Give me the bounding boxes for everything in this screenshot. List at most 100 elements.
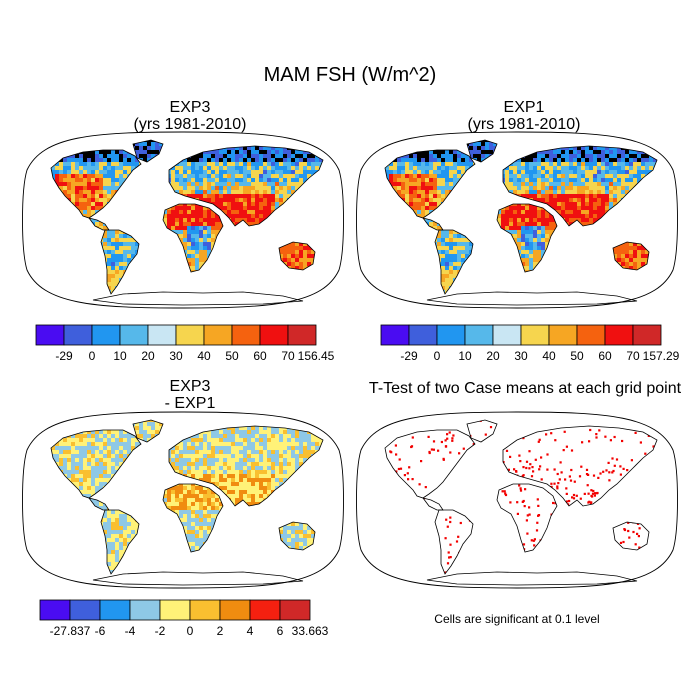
map-diff (22, 411, 344, 589)
colorbar-tick-label: 70 (626, 349, 640, 363)
colorbar-tick-label: 157.29 (643, 349, 680, 363)
panel-title-diff-line2: - EXP1 (164, 395, 216, 412)
colorbar-swatch (520, 324, 550, 346)
colorbar-tick-label: -27.837 (50, 624, 91, 638)
panel-title-exp1: EXP1 (yrs 1981-2010) (374, 99, 674, 133)
colorbar-tick-label: 30 (169, 349, 183, 363)
panel-title-ttest: T-Test of two Case means at each grid po… (355, 380, 695, 397)
colorbar-tick-label: 40 (542, 349, 556, 363)
coastline-eurasia (502, 425, 658, 507)
coastline-antarctica (426, 291, 638, 306)
coastline-southamerica (100, 229, 140, 295)
colorbar-swatch (492, 324, 522, 346)
colorbar-exp1: -29 0 10 20 30 40 50 60 70 157.29 (380, 324, 680, 363)
colorbar-tick-label: 60 (253, 349, 267, 363)
colorbar-tick-label: 6 (277, 624, 284, 638)
colorbar-swatch (576, 324, 606, 346)
coastline-southamerica (100, 509, 140, 575)
colorbar-tick-label: -29 (55, 349, 73, 363)
coastline-australia (278, 521, 316, 551)
colorbar-swatch (408, 324, 438, 346)
coastline-centralamerica (422, 497, 444, 511)
coastline-antarctica (92, 571, 304, 586)
colorbar-swatch (279, 599, 311, 621)
colorbar-swatch (249, 599, 281, 621)
colorbar-tick-label: 30 (514, 349, 528, 363)
land-shading (51, 140, 323, 294)
map-border (356, 411, 678, 589)
colorbar-tick-label: 40 (197, 349, 211, 363)
coastline-eurasia (168, 425, 324, 507)
colorbar-tick-label: -2 (155, 624, 166, 638)
colorbar-swatch (380, 324, 410, 346)
coastline-southamerica (434, 229, 474, 295)
coastline-africa (496, 483, 558, 553)
colorbar-tick-label: 60 (598, 349, 612, 363)
colorbar-swatch (436, 324, 466, 346)
colorbar-tick-label: 156.45 (298, 349, 335, 363)
panel-title-exp3-line1: EXP3 (169, 99, 211, 116)
panel-title-diff: EXP3 - EXP1 (40, 378, 340, 412)
coastline-greenland (132, 419, 164, 443)
colorbar-swatch (548, 324, 578, 346)
colorbar-swatch (203, 324, 233, 346)
colorbar-tick-label: -6 (95, 624, 106, 638)
colorbar-swatch (63, 324, 93, 346)
colorbar-tick-label: -4 (125, 624, 136, 638)
coastline-northamerica (50, 149, 142, 219)
colorbar-swatch (175, 324, 205, 346)
colorbar-swatch (69, 599, 101, 621)
colorbar-exp3: -29 0 10 20 30 40 50 60 70 156.45 (35, 324, 335, 363)
coastline-northamerica (50, 429, 142, 499)
map-border (22, 131, 344, 309)
coastline-eurasia (502, 145, 658, 227)
colorbar-tick-label: 50 (570, 349, 584, 363)
colorbar-tick-label: 33.663 (292, 624, 329, 638)
colorbar-swatch (159, 599, 191, 621)
colorbar-swatch (219, 599, 251, 621)
colorbar-swatch (287, 324, 317, 346)
colorbar-swatch (35, 324, 65, 346)
coastline-africa (162, 483, 224, 553)
colorbar-swatch (259, 324, 289, 346)
colorbar-diff: -27.837 -6 -4 -2 0 2 4 6 33.663 (39, 599, 329, 638)
colorbar-tick-label: 0 (187, 624, 194, 638)
coastline-antarctica (426, 571, 638, 586)
map-border (356, 131, 678, 309)
colorbar-swatch (39, 599, 71, 621)
colorbar-swatch (189, 599, 221, 621)
colorbar-swatch (119, 324, 149, 346)
land-shading (385, 140, 657, 294)
land-shading (51, 420, 323, 574)
coastline-northamerica (384, 149, 476, 219)
colorbar-tick-label: 4 (247, 624, 254, 638)
colorbar-swatch (632, 324, 662, 346)
colorbar-swatch (464, 324, 494, 346)
coastline-australia (612, 521, 650, 551)
map-ttest (356, 411, 678, 589)
colorbar-swatch (604, 324, 634, 346)
panel-title-exp1-line2: (yrs 1981-2010) (467, 116, 581, 133)
ttest-significance-note: Cells are significant at 0.1 level (434, 612, 600, 626)
coastline-africa (496, 203, 558, 273)
colorbar-swatch (91, 324, 121, 346)
land-shading (385, 420, 657, 574)
colorbar-swatch (147, 324, 177, 346)
panel-title-ttest-line1: T-Test of two Case means at each grid po… (368, 380, 682, 397)
colorbar-tick-label: 70 (281, 349, 295, 363)
figure-title: MAM FSH (W/m^2) (263, 64, 437, 86)
coastline-australia (612, 241, 650, 271)
colorbar-tick-label: 0 (434, 349, 441, 363)
coastline-antarctica (92, 291, 304, 306)
coastline-australia (278, 241, 316, 271)
map-exp1 (356, 131, 678, 309)
colorbar-tick-label: 10 (458, 349, 472, 363)
map-exp3 (22, 131, 344, 309)
colorbar-tick-label: 50 (225, 349, 239, 363)
colorbar-swatch (99, 599, 131, 621)
colorbar-swatch (231, 324, 261, 346)
coastline-eurasia (168, 145, 324, 227)
coastline-africa (162, 203, 224, 273)
coastline-greenland (466, 419, 498, 443)
colorbar-tick-label: 20 (486, 349, 500, 363)
